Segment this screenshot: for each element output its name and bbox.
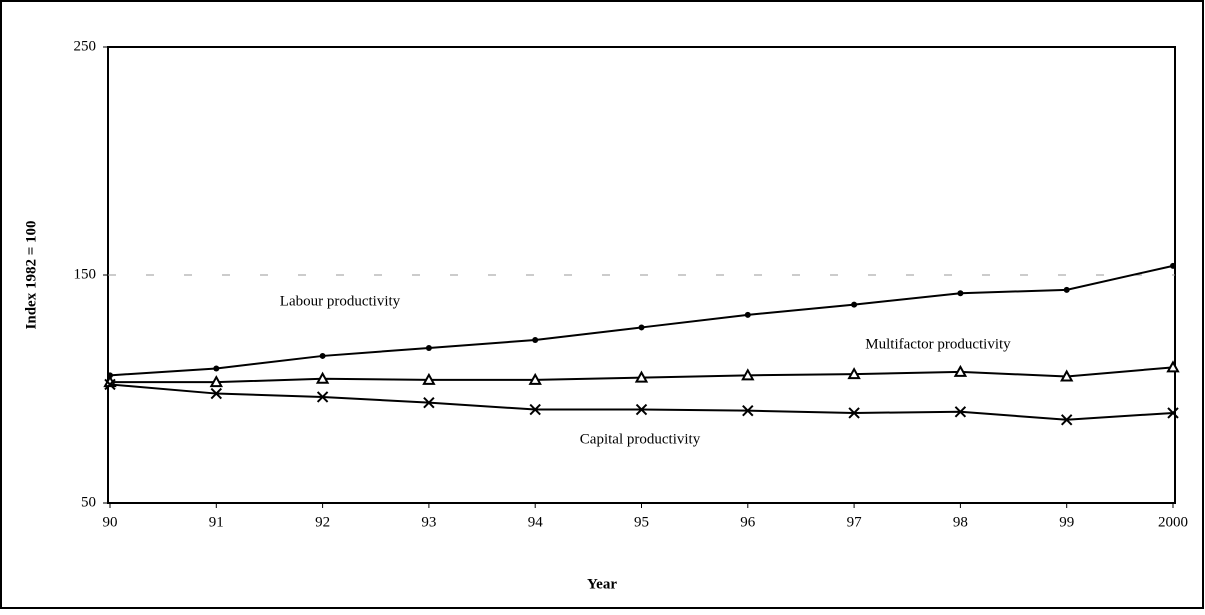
marker [953, 364, 968, 377]
marker [316, 391, 329, 403]
marker [1167, 407, 1179, 419]
marker [422, 372, 436, 385]
series-line [109, 383, 1174, 421]
marker [423, 396, 435, 409]
y-axis-label: Index 1982 = 100 [23, 221, 39, 330]
marker [319, 352, 326, 359]
marker [1166, 360, 1180, 373]
marker [1060, 414, 1073, 426]
x-tick-label: 2000 [1158, 514, 1188, 530]
series-annotation: Multifactor productivity [865, 336, 1011, 352]
marker [744, 311, 751, 318]
x-tick-label: 98 [953, 514, 968, 530]
marker [742, 404, 754, 417]
marker [957, 290, 964, 297]
x-tick-label: 90 [103, 514, 118, 530]
marker [425, 344, 432, 351]
marker [847, 367, 861, 380]
marker [741, 368, 755, 381]
x-tick-label: 93 [421, 514, 436, 530]
x-tick-label: 99 [1059, 514, 1074, 530]
marker [104, 378, 116, 391]
series-annotation: Labour productivity [280, 293, 401, 309]
marker [532, 336, 539, 343]
x-tick-label: 91 [209, 514, 224, 530]
y-tick-label: 250 [74, 38, 97, 54]
x-tick-label: 92 [315, 514, 330, 530]
marker [1170, 262, 1176, 269]
x-tick-label: 97 [847, 514, 863, 530]
marker [638, 324, 645, 331]
series-annotation: Capital productivity [580, 431, 701, 447]
marker [213, 365, 220, 372]
marker [210, 387, 223, 400]
marker [528, 372, 542, 385]
marker [954, 406, 967, 418]
marker [315, 371, 330, 384]
x-tick-label: 96 [740, 514, 756, 530]
marker [851, 301, 858, 308]
marker [1060, 369, 1074, 382]
x-tick-label: 94 [528, 514, 544, 530]
marker [209, 375, 223, 388]
marker [848, 407, 860, 419]
marker [634, 370, 649, 383]
marker [529, 403, 541, 416]
x-axis-label: Year [587, 576, 617, 592]
marker [1063, 286, 1070, 293]
y-tick-label: 150 [74, 266, 97, 282]
marker [635, 403, 648, 416]
x-tick-label: 95 [634, 514, 649, 530]
y-tick-label: 50 [81, 494, 96, 510]
series-line [109, 264, 1174, 377]
